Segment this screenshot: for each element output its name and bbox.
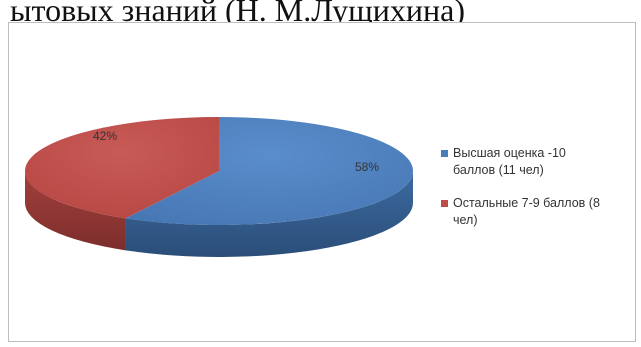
pie-slice	[25, 117, 220, 219]
pie-slice-side	[25, 171, 126, 251]
legend-label: Высшая оценка -10 баллов (11 чел)	[453, 146, 566, 177]
pie-data-label: 58%	[355, 160, 379, 174]
pie-slice	[125, 117, 414, 225]
legend-swatch	[441, 150, 448, 157]
pie-slice-side	[125, 171, 413, 257]
pie-data-label: 42%	[93, 129, 117, 143]
legend-item-other-scores: Остальные 7-9 баллов (8 чел)	[441, 195, 641, 229]
chart-legend: Высшая оценка -10 баллов (11 чел) Осталь…	[441, 145, 641, 245]
chart-frame: 58% 42% Высшая оценка -10 баллов (11 чел)…	[8, 22, 636, 342]
legend-swatch	[441, 200, 448, 207]
legend-item-top-score: Высшая оценка -10 баллов (11 чел)	[441, 145, 641, 179]
pie-chart: 58% 42%	[25, 117, 414, 257]
legend-label: Остальные 7-9 баллов (8 чел)	[453, 196, 600, 227]
